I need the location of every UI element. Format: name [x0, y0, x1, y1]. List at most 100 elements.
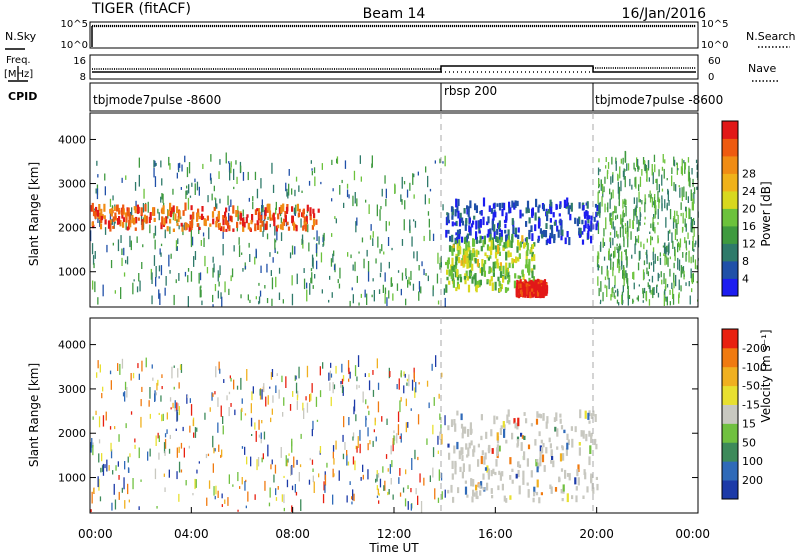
echo-mark: [458, 218, 462, 227]
echo-mark: [269, 487, 271, 498]
echo-mark: [664, 286, 667, 291]
echo-mark: [541, 454, 545, 463]
echo-mark: [468, 217, 471, 223]
echo-mark: [385, 221, 387, 232]
echo-mark: [473, 492, 476, 497]
echo-mark: [453, 419, 456, 426]
echo-mark: [282, 412, 284, 417]
echo-mark: [456, 229, 460, 238]
echo-mark: [496, 444, 499, 450]
echo-mark: [611, 156, 613, 165]
echo-mark: [560, 235, 563, 241]
echo-mark: [368, 204, 370, 214]
echo-mark: [172, 228, 175, 232]
echo-mark: [147, 201, 149, 213]
echo-mark: [449, 270, 452, 276]
echo-mark: [259, 389, 261, 396]
echo-mark: [352, 456, 355, 465]
echo-mark: [374, 421, 376, 426]
echo-mark: [614, 285, 616, 289]
echo-mark: [648, 299, 651, 306]
echo-mark: [301, 190, 303, 193]
echo-mark: [504, 229, 507, 234]
echo-mark: [616, 243, 618, 247]
echo-mark: [528, 217, 531, 224]
echo-mark: [200, 240, 202, 246]
echo-mark: [287, 192, 289, 199]
echo-mark: [108, 465, 110, 471]
echo-mark: [368, 380, 371, 391]
echo-mark: [198, 226, 201, 230]
echo-mark: [619, 226, 622, 238]
echo-mark: [483, 263, 486, 272]
echo-mark: [483, 456, 486, 465]
echo-mark: [291, 206, 294, 212]
echo-mark: [498, 225, 501, 230]
echo-mark: [337, 279, 339, 284]
echo-mark: [126, 210, 129, 216]
colorbar-tick: 200: [742, 474, 763, 487]
echo-mark: [487, 470, 490, 480]
echo-mark: [461, 432, 464, 439]
echo-mark: [186, 394, 188, 404]
echo-mark: [295, 375, 297, 380]
echo-mark: [249, 227, 252, 231]
cpid-panel: CPID tbjmode7pulse -8600 rbsp 200 tbjmod…: [8, 82, 723, 112]
echo-mark: [217, 490, 219, 498]
echo-mark: [175, 240, 178, 251]
echo-mark: [685, 191, 687, 200]
echo-mark: [693, 192, 695, 204]
echo-mark: [375, 258, 377, 264]
echo-mark: [497, 244, 500, 254]
echo-mark: [590, 413, 593, 419]
echo-mark: [666, 245, 668, 253]
x-tick-label: 08:00: [275, 527, 310, 541]
echo-mark: [690, 217, 692, 228]
echo-mark: [499, 428, 502, 435]
echo-mark: [353, 493, 355, 502]
echo-mark: [589, 445, 592, 454]
echo-mark: [448, 245, 452, 252]
echo-mark: [351, 496, 353, 500]
echo-mark: [264, 223, 267, 231]
echo-mark: [648, 177, 650, 182]
echo-mark: [495, 248, 498, 255]
echo-mark: [161, 374, 163, 378]
echo-mark: [354, 365, 357, 377]
echo-mark: [685, 206, 687, 212]
echo-mark: [92, 442, 94, 447]
echo-mark: [523, 435, 526, 440]
echo-mark: [650, 223, 652, 229]
time-xlabel: Time UT: [368, 541, 419, 554]
echo-mark: [276, 373, 278, 376]
echo-mark: [610, 212, 612, 217]
x-tick-label: 16:00: [478, 527, 513, 541]
echo-mark: [150, 268, 152, 280]
echo-mark: [331, 233, 333, 237]
echo-mark: [480, 245, 483, 252]
echo-mark: [419, 473, 421, 483]
echo-mark: [521, 235, 524, 242]
echo-mark: [257, 457, 260, 467]
echo-mark: [233, 379, 235, 390]
echo-mark: [481, 259, 484, 267]
echo-mark: [286, 221, 289, 226]
echo-mark: [507, 250, 510, 258]
echo-mark: [383, 251, 385, 255]
echo-mark: [211, 211, 215, 218]
echo-mark: [245, 479, 247, 483]
echo-mark: [511, 258, 514, 264]
echo-mark: [270, 417, 272, 423]
echo-mark: [677, 257, 679, 270]
echo-mark: [512, 226, 515, 234]
echo-mark: [515, 288, 518, 298]
echo-mark: [632, 300, 635, 303]
echo-mark: [178, 382, 180, 389]
echo-mark: [178, 210, 181, 219]
echo-mark: [354, 261, 356, 272]
echo-mark: [122, 217, 126, 222]
echo-mark: [683, 160, 685, 164]
echo-mark: [157, 379, 159, 386]
echo-mark: [268, 502, 271, 507]
echo-mark: [170, 407, 172, 410]
